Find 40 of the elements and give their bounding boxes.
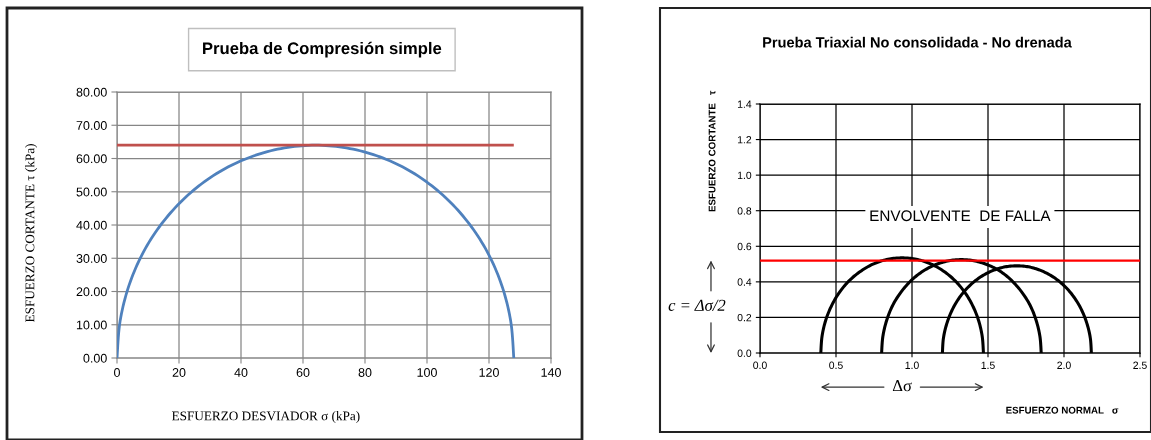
x-axis-title: ESFUERZO NORMAL σ bbox=[1006, 406, 1119, 414]
y-tick-label: 0.00 bbox=[83, 353, 107, 363]
y-tick-label: 70.00 bbox=[76, 121, 107, 130]
x-tick-label: 2.0 bbox=[1057, 361, 1071, 369]
y-tick-label: 0.6 bbox=[737, 242, 752, 251]
y-tick-label: 1.2 bbox=[737, 136, 752, 144]
y-tick-label: 60.00 bbox=[76, 154, 107, 164]
y-tick-label: 40.00 bbox=[76, 220, 107, 230]
x-tick-label: 100 bbox=[417, 368, 437, 377]
chart-title: Prueba de Compresión simple bbox=[203, 41, 442, 58]
y-tick-label: 0.4 bbox=[737, 278, 752, 286]
x-tick-label: 80 bbox=[358, 368, 372, 377]
chart-title: Prueba Triaxial No consolidada - No drenada bbox=[763, 36, 1072, 48]
text: Δσ bbox=[892, 380, 912, 392]
y-tick-label: 20.00 bbox=[76, 287, 107, 297]
x-tick-label: 1.0 bbox=[905, 361, 919, 369]
text: c = Δσ/2 bbox=[668, 299, 726, 311]
y-tick-label: 0.8 bbox=[737, 207, 752, 215]
x-tick-label: 1.5 bbox=[981, 361, 995, 369]
y-tick-label: 30.00 bbox=[76, 254, 107, 263]
x-tick-label: 0.5 bbox=[829, 361, 843, 369]
y-tick-label: 1.0 bbox=[737, 171, 752, 180]
y-tick-label: 50.00 bbox=[76, 187, 107, 197]
x-tick-label: 20 bbox=[172, 368, 186, 377]
y-axis-title: ESFUERZO CORTANTE τ (kPa) bbox=[25, 144, 38, 323]
y-tick-label: 10.00 bbox=[76, 320, 107, 330]
x-tick-label: 140 bbox=[541, 368, 561, 377]
x-axis-title: ESFUERZO DESVIADOR σ (kPa) bbox=[171, 411, 360, 424]
x-tick-label: 0.0 bbox=[753, 361, 767, 369]
x-tick-label: 0 bbox=[114, 368, 120, 377]
x-tick-label: 40 bbox=[234, 368, 248, 377]
y-tick-label: 80.00 bbox=[76, 87, 107, 97]
y-axis-title: ESFUERZO CORTANTE τ bbox=[708, 90, 716, 212]
x-tick-label: 120 bbox=[479, 368, 499, 377]
y-tick-label: 0.2 bbox=[737, 313, 752, 322]
y-tick-label: 1.4 bbox=[737, 100, 752, 108]
x-tick-label: 2.5 bbox=[1133, 361, 1147, 369]
y-tick-label: 0.0 bbox=[737, 349, 752, 357]
x-tick-label: 60 bbox=[296, 368, 310, 377]
annotation: ENVOLVENTE DE FALLA bbox=[870, 210, 1051, 222]
